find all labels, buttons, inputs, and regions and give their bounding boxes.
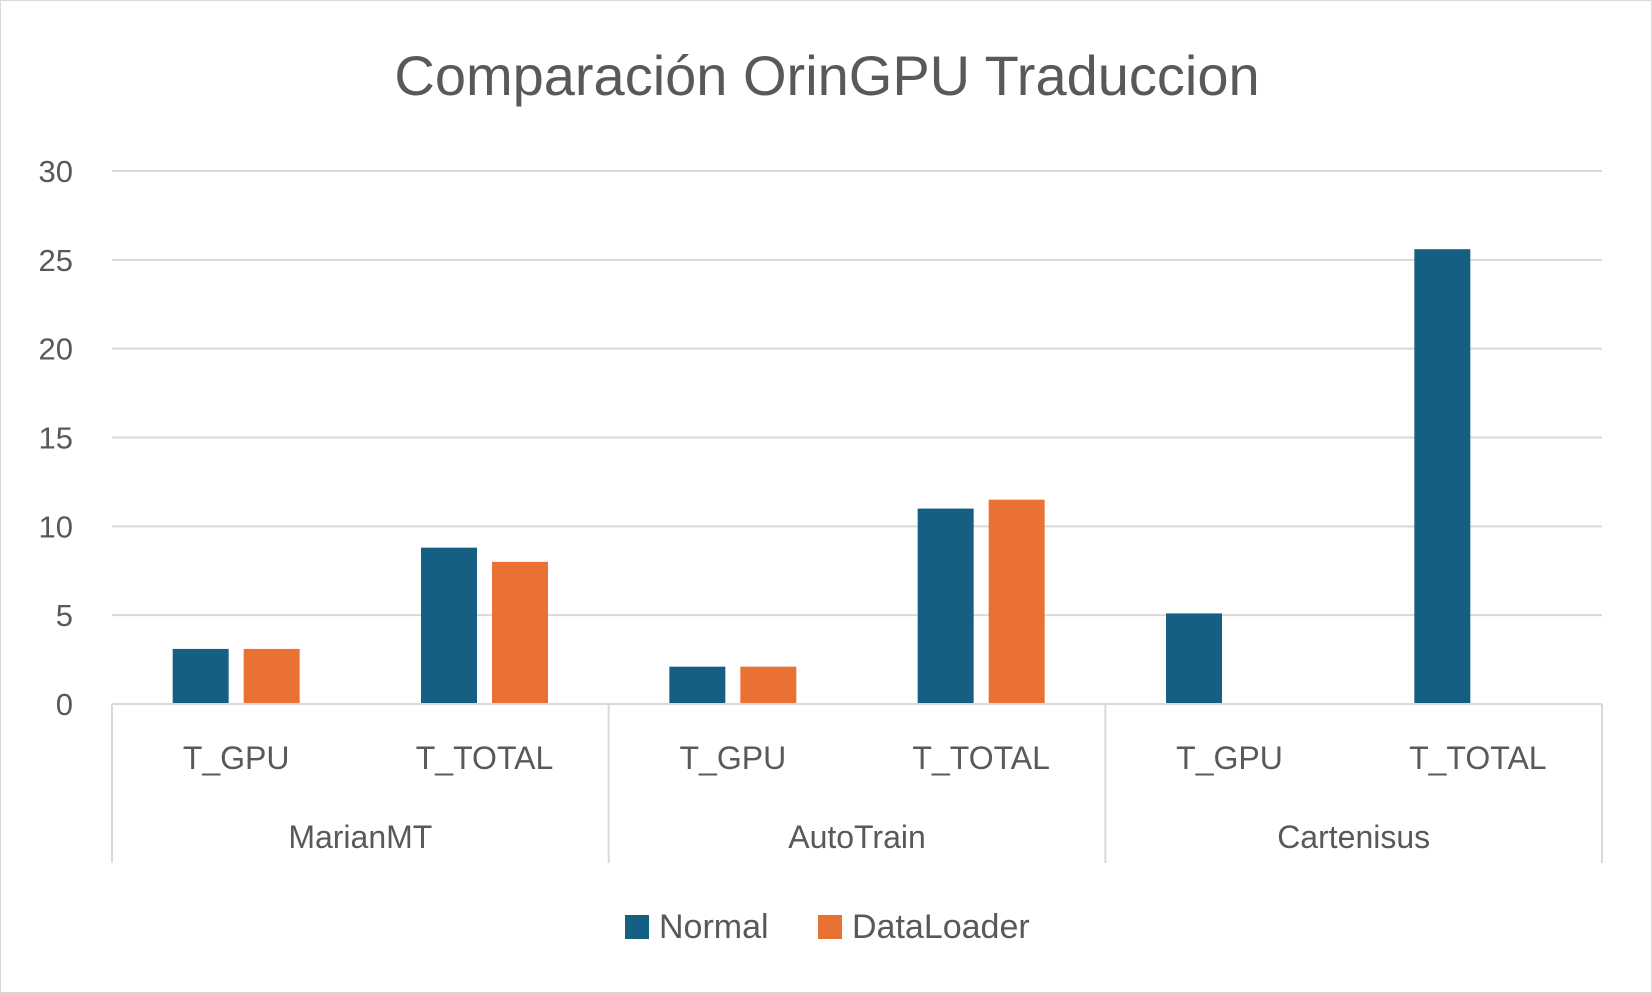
legend-label-normal: Normal: [659, 908, 769, 946]
legend: Normal DataLoader: [625, 908, 1030, 946]
bar-normal-1: [421, 547, 477, 704]
legend-label-dataloader: DataLoader: [852, 908, 1030, 946]
bar-normal-0: [172, 648, 229, 704]
y-tick-label: 20: [39, 332, 73, 367]
x-group-label: Cartenisus: [1277, 819, 1430, 855]
bar-dataloader-1: [492, 561, 548, 704]
y-tick-label: 25: [39, 243, 73, 278]
bar-normal-2: [669, 666, 726, 704]
y-tick-label: 5: [56, 598, 73, 633]
y-tick-label: 10: [39, 509, 73, 544]
bar-normal-3: [917, 508, 974, 704]
y-axis-ticks: 0 5 10 15 20 25 30: [39, 154, 73, 722]
x-category-label: T_TOTAL: [1409, 740, 1547, 776]
bars: [172, 249, 1471, 704]
bar-dataloader-2: [740, 666, 797, 704]
gridlines: [112, 170, 1602, 617]
bar-normal-4: [1166, 613, 1222, 704]
x-category-label: T_GPU: [679, 740, 786, 776]
x-axis: [111, 703, 1603, 863]
x-axis-labels: T_GPU T_TOTAL T_GPU T_TOTAL T_GPU T_TOTAL Mari…: [183, 740, 1547, 855]
y-tick-label: 15: [39, 421, 73, 456]
bar-dataloader-3: [988, 499, 1045, 704]
bar-normal-5: [1414, 249, 1471, 704]
chart-title: Comparación OrinGPU Traduccion: [394, 44, 1259, 107]
x-category-label: T_TOTAL: [912, 740, 1050, 776]
legend-swatch-normal: [625, 915, 649, 939]
x-group-label: MarianMT: [288, 819, 432, 855]
y-tick-label: 0: [56, 687, 73, 722]
y-tick-label: 30: [39, 154, 73, 189]
x-category-label: T_GPU: [183, 740, 290, 776]
legend-swatch-dataloader: [818, 915, 842, 939]
x-category-label: T_TOTAL: [416, 740, 554, 776]
x-group-label: AutoTrain: [788, 819, 926, 855]
x-category-label: T_GPU: [1176, 740, 1283, 776]
bar-dataloader-0: [243, 648, 300, 704]
